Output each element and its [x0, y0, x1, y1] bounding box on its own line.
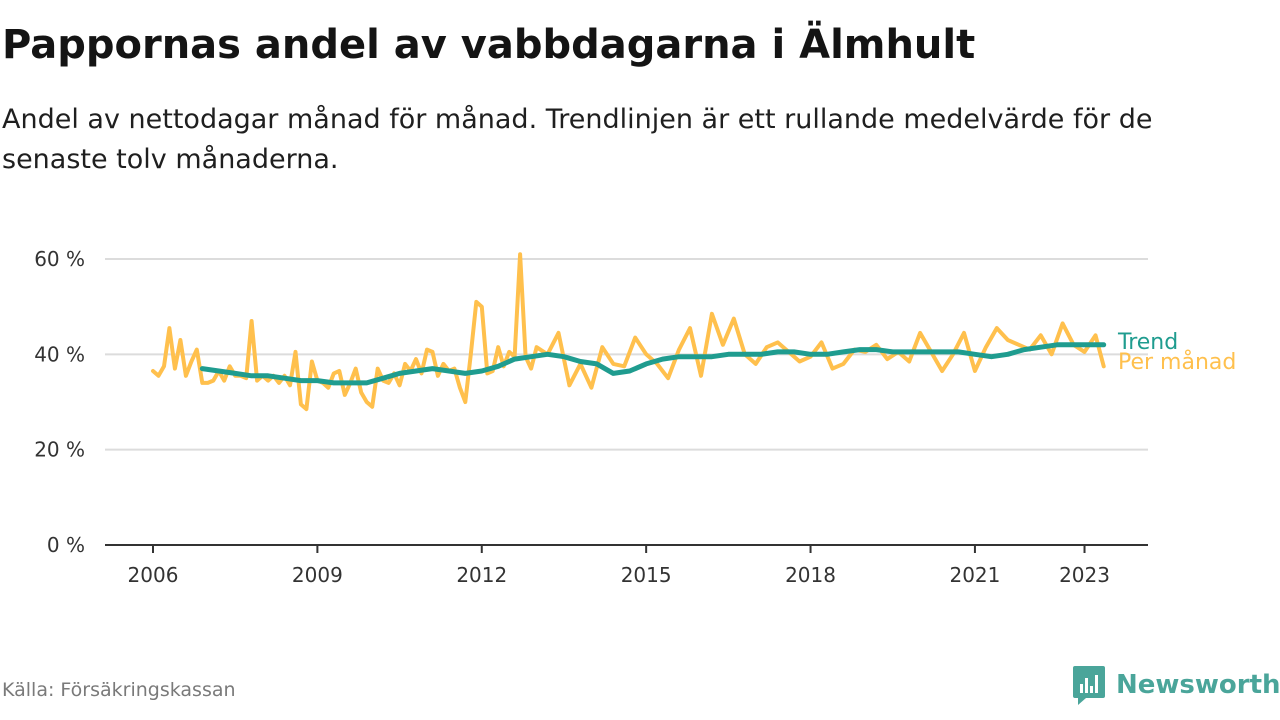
chart-subtitle: Andel av nettodagar månad för månad. Tre… — [2, 104, 1153, 175]
series-label-per-manad: Per månad — [1118, 349, 1236, 375]
x-tick-label: 2006 — [128, 563, 179, 587]
x-tick-label: 2015 — [621, 563, 672, 587]
series-label-trend: Trend — [1117, 330, 1178, 355]
y-tick-label: 0 % — [47, 533, 85, 557]
y-tick-label: 20 % — [34, 438, 85, 462]
x-tick-label: 2023 — [1059, 563, 1110, 587]
axes: 0 % 20 % 40 % 60 % 2006 2009 2012 2015 2018 2021 2… — [34, 247, 1148, 587]
x-tick-label: 2021 — [949, 563, 1000, 587]
brand-name: Newsworthy — [1116, 670, 1280, 700]
brand-logo[interactable]: Newsworthy — [1072, 664, 1280, 706]
y-tick-label: 60 % — [34, 247, 85, 271]
source-note: Källa: Försäkringskassan — [2, 679, 236, 701]
series-line-per-manad — [151, 252, 1106, 412]
x-tick-label: 2018 — [785, 563, 836, 587]
x-tick-label: 2012 — [456, 563, 507, 587]
y-tick-label: 40 % — [34, 342, 85, 366]
bar-chart-speech-bubble-icon — [1073, 666, 1105, 705]
chart-title: Pappornas andel av vabbdagarna i Älmhult — [2, 22, 976, 68]
x-tick-label: 2009 — [292, 563, 343, 587]
series-lines — [151, 252, 1107, 412]
series-line-trend — [199, 342, 1107, 386]
